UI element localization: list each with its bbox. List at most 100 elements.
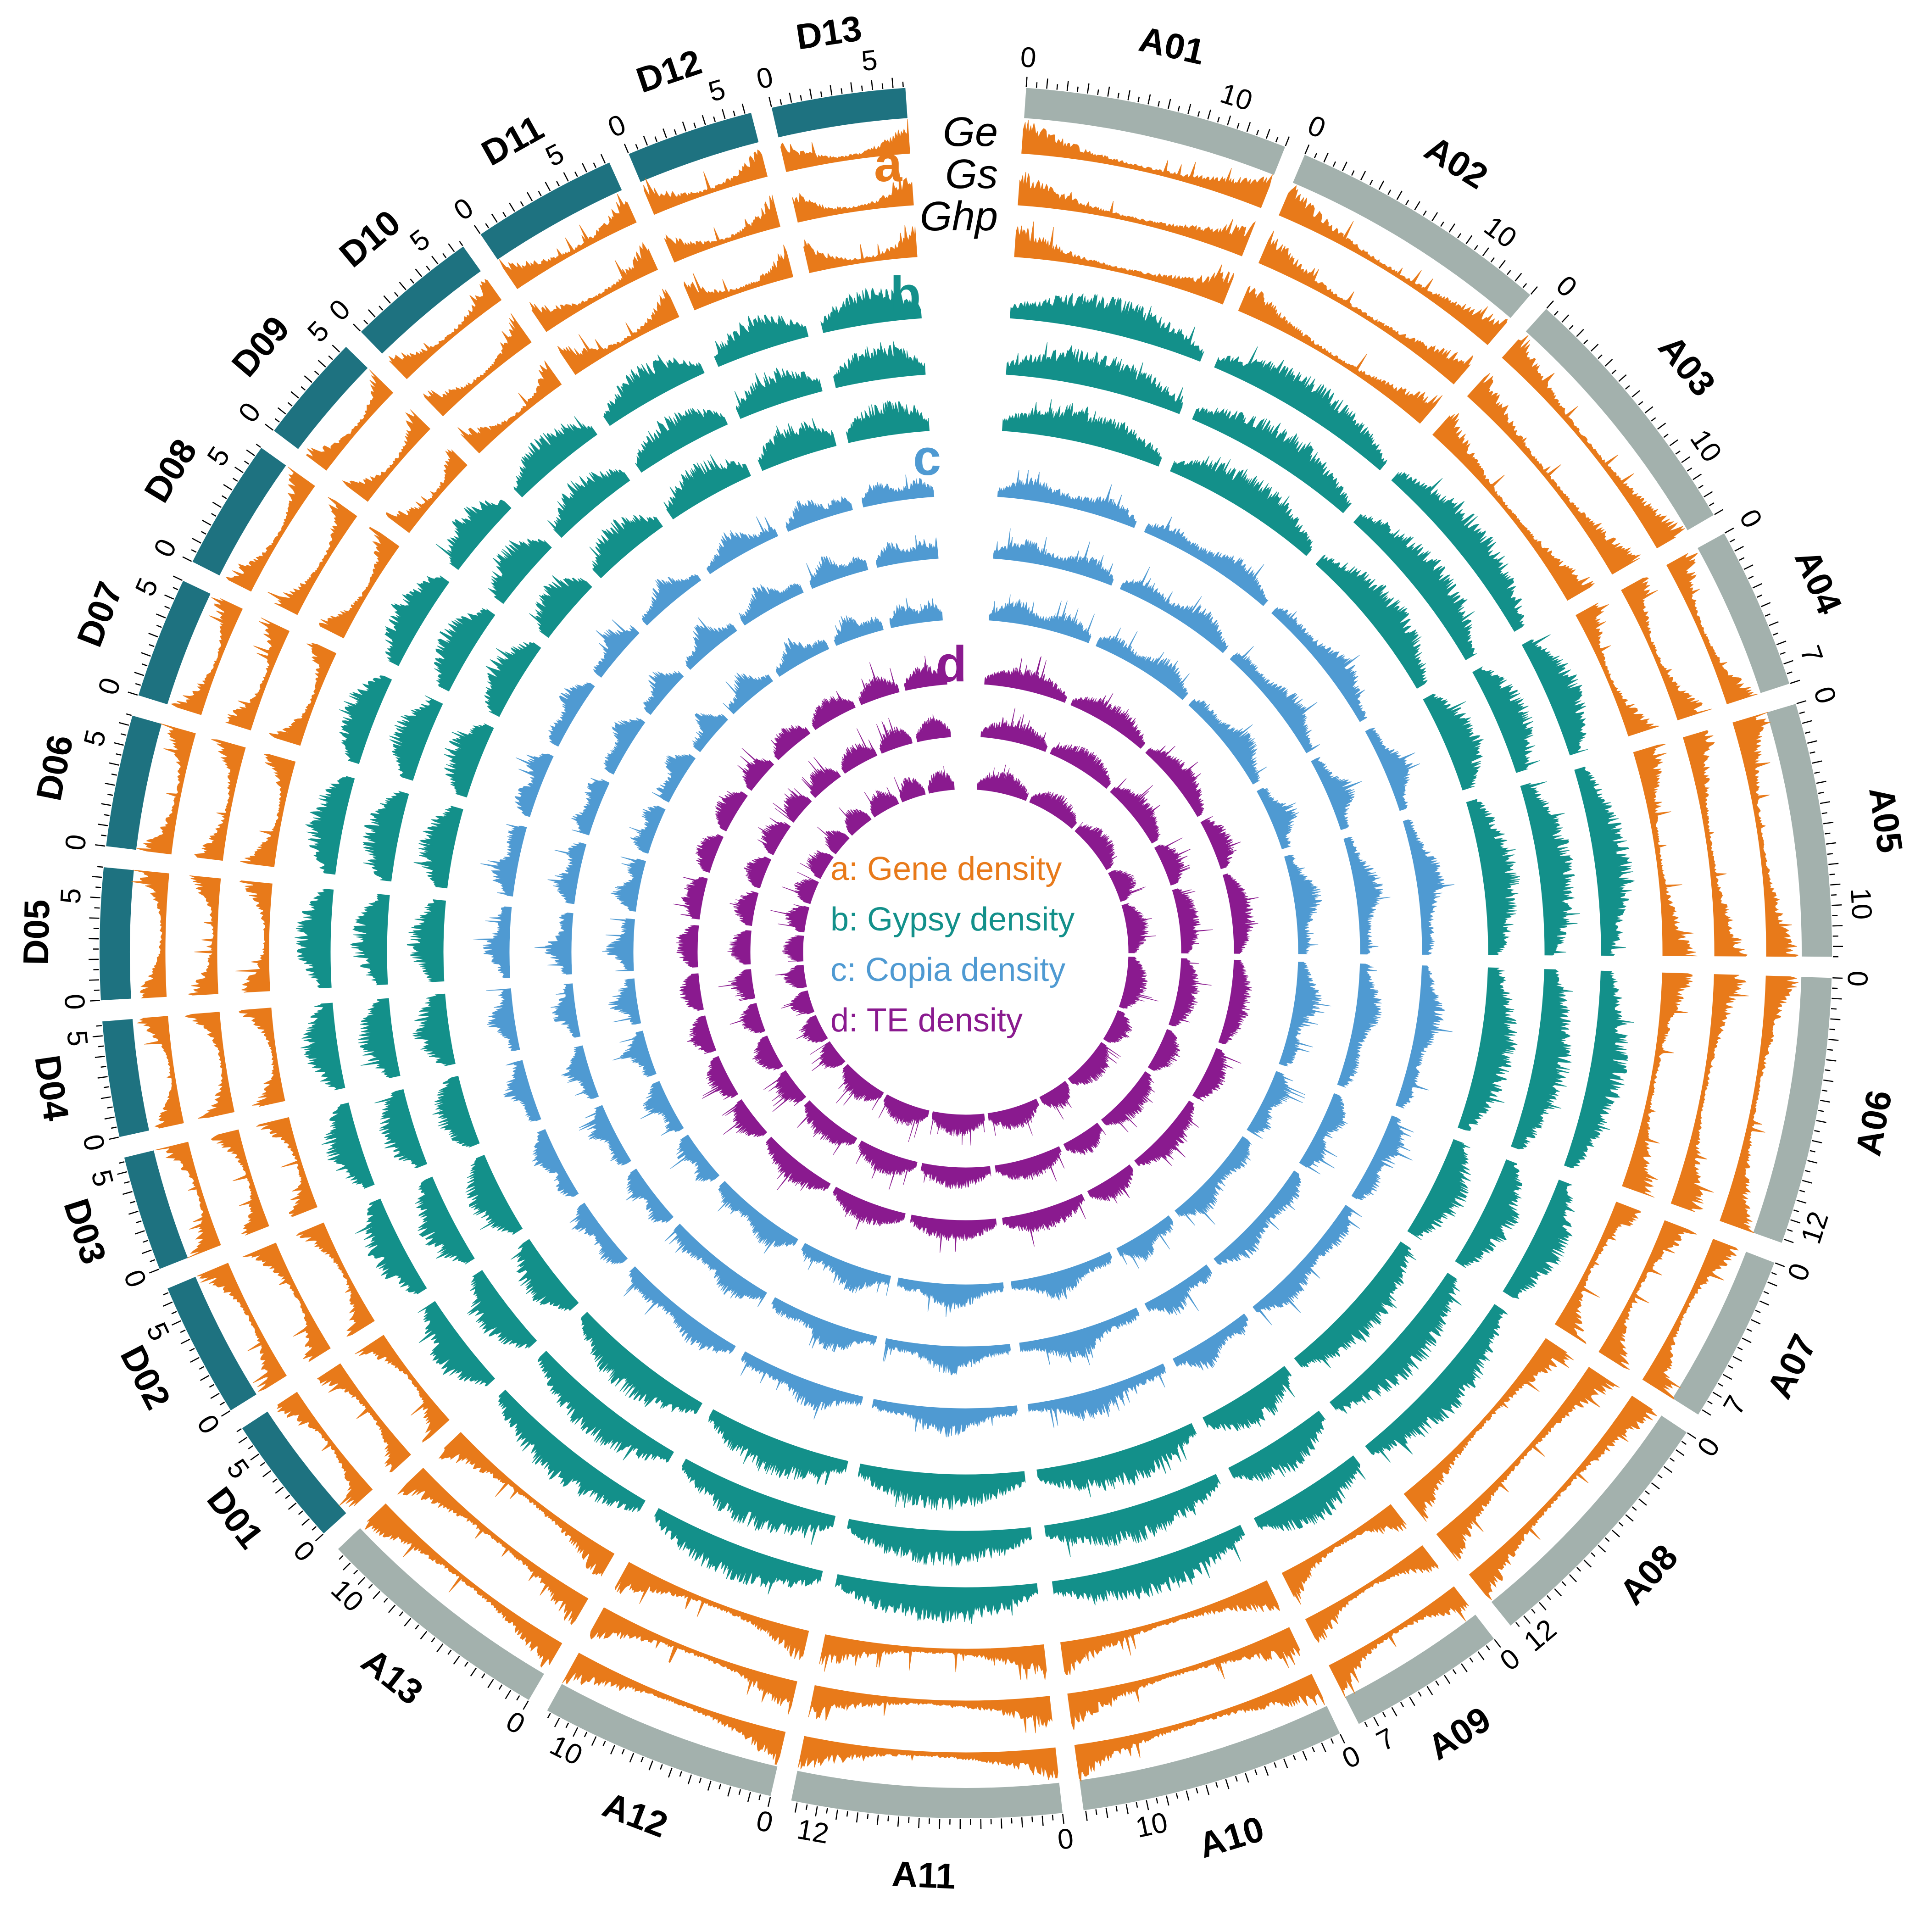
tick-mark: [1125, 1804, 1129, 1815]
tick-mark: [379, 306, 384, 311]
density-histogram-b-a07: [1455, 1159, 1522, 1268]
tick-mark: [856, 1812, 859, 1823]
density-histogram-b-d07: [339, 675, 392, 764]
tick-mark: [272, 1478, 278, 1483]
tick-mark: [1265, 129, 1270, 139]
chromosome-label-a10: A10: [1194, 1808, 1268, 1866]
density-histogram-d-a10: [995, 1146, 1065, 1181]
tick-mark: [487, 1679, 494, 1688]
tick-mark: [1312, 1747, 1315, 1753]
density-histogram-c-a10: [1019, 1308, 1140, 1365]
density-histogram-a-a05: [1633, 744, 1698, 957]
tick-mark: [654, 136, 658, 142]
tick-mark: [1598, 354, 1603, 359]
tick-label: 10: [1133, 1806, 1170, 1844]
tick-mark: [367, 309, 376, 317]
track-letter-c: c: [913, 429, 941, 486]
chromosome-band-d01: [242, 1411, 346, 1534]
density-histogram-d-d12: [894, 777, 926, 802]
chromosome-band-a03: [1526, 309, 1714, 530]
tick-mark: [1823, 821, 1834, 824]
legend-copia-density: c: Copia density: [830, 952, 1065, 988]
density-histogram-b-a04: [1423, 694, 1484, 791]
tick-mark: [96, 1025, 102, 1027]
tick-mark: [929, 1818, 930, 1824]
chromosome-label-a04: A04: [1787, 544, 1850, 620]
tick-label: 5: [220, 1454, 255, 1485]
density-histogram-c-a13: [664, 1223, 767, 1307]
tick-mark: [1369, 179, 1373, 185]
density-histogram-d-a06: [1218, 959, 1252, 1045]
density-histogram-b-d11: [603, 354, 705, 426]
tick-mark: [815, 1806, 818, 1817]
tick-mark: [1783, 660, 1793, 665]
density-histogram-c-a02: [1119, 567, 1229, 653]
density-histogram-c-d12: [785, 496, 853, 532]
tick-mark: [1625, 1514, 1634, 1522]
density-histogram-b-d11: [635, 407, 728, 473]
tick-mark: [741, 103, 746, 114]
density-histogram-c-d06: [547, 842, 587, 904]
tick-mark: [1832, 987, 1838, 989]
tick-mark: [1066, 80, 1069, 91]
tick-mark: [1569, 1574, 1577, 1582]
tick-mark: [274, 418, 280, 423]
tick-mark: [527, 192, 533, 201]
density-histogram-b-a10: [1044, 1474, 1221, 1557]
density-histogram-a-d03: [256, 1117, 317, 1217]
density-histogram-c-a05: [1284, 855, 1323, 954]
tick-mark: [1799, 711, 1805, 714]
density-histogram-b-d06: [413, 805, 463, 889]
tick-mark: [1522, 283, 1527, 288]
chromosome-label-a01: A01: [1136, 18, 1208, 72]
density-histogram-a-d09: [385, 449, 468, 533]
density-histogram-c-a04: [1365, 727, 1420, 811]
chromosome-band-d08: [192, 448, 286, 576]
density-histogram-c-d12: [806, 556, 869, 589]
density-histogram-d-d01: [763, 1070, 807, 1112]
tick-mark: [1514, 273, 1522, 282]
density-histogram-b-a06: [1458, 967, 1518, 1131]
tick-mark: [236, 1428, 242, 1432]
tick-label: 10: [1844, 887, 1878, 921]
tick-mark: [1807, 1160, 1818, 1164]
tick-mark: [1187, 104, 1191, 114]
density-histogram-d-d01: [810, 1041, 846, 1071]
density-histogram-c-a04: [1311, 757, 1362, 830]
tick-mark: [563, 172, 569, 182]
tick-mark: [95, 886, 101, 888]
tick-mark: [420, 1631, 428, 1640]
tick-label: 5: [705, 73, 729, 108]
tick-mark: [277, 407, 286, 415]
tick-mark: [830, 85, 833, 95]
density-histogram-b-d12: [713, 314, 809, 367]
tick-mark: [713, 116, 716, 122]
density-histogram-c-a08: [1252, 1205, 1362, 1326]
density-histogram-b-d12: [734, 368, 823, 419]
density-histogram-a-d11: [557, 289, 679, 375]
chromosome-band-a02: [1292, 155, 1531, 318]
tick-mark: [98, 1045, 104, 1047]
density-histogram-b-d05: [406, 899, 446, 982]
tick-label: 5: [55, 887, 87, 905]
density-histogram-a-d10: [457, 360, 562, 454]
density-histogram-a-a09: [1281, 1504, 1407, 1605]
tick-mark: [1105, 1807, 1108, 1818]
track-group-a: [131, 119, 1799, 1782]
chromosome-band-d02: [167, 1276, 256, 1410]
tick-mark: [1474, 245, 1478, 251]
density-histogram-d-d08: [757, 817, 791, 855]
tick-mark: [1175, 1793, 1179, 1799]
tick-mark: [794, 1802, 798, 1813]
tick-mark: [1709, 502, 1715, 507]
tick-mark: [1746, 1328, 1752, 1332]
density-histogram-a-a11: [808, 1685, 1052, 1733]
tick-mark: [304, 375, 312, 383]
tick-mark: [1321, 1742, 1326, 1753]
tick-mark: [301, 1518, 310, 1526]
tick-label: 5: [404, 223, 436, 258]
density-histogram-c-d13: [889, 597, 943, 628]
density-histogram-c-d01: [625, 1169, 674, 1223]
tick-mark: [171, 1311, 177, 1314]
tick-label: 0: [1550, 269, 1583, 303]
